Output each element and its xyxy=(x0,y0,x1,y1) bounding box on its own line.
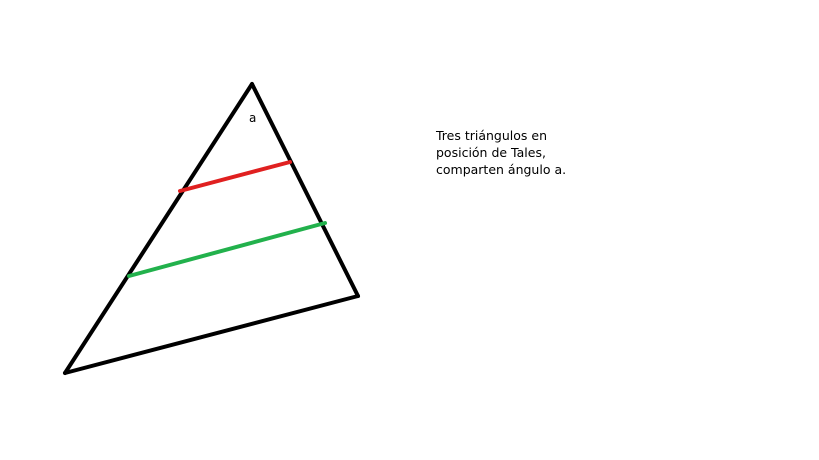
triangle-base xyxy=(63,294,360,375)
triangle-left-side xyxy=(63,82,254,375)
caption-line: Tres triángulos en xyxy=(436,128,548,143)
triangle-right-side xyxy=(250,82,360,298)
vertex-label-a: a xyxy=(249,111,256,125)
green-parallel-segment xyxy=(127,221,327,278)
caption-line: posición de Tales, xyxy=(436,145,546,160)
red-parallel-segment xyxy=(178,160,292,193)
caption-line: comparten ángulo a. xyxy=(436,162,567,177)
diagram-caption: Tres triángulos en posición de Tales, co… xyxy=(436,127,656,178)
outer-triangle xyxy=(63,82,360,375)
